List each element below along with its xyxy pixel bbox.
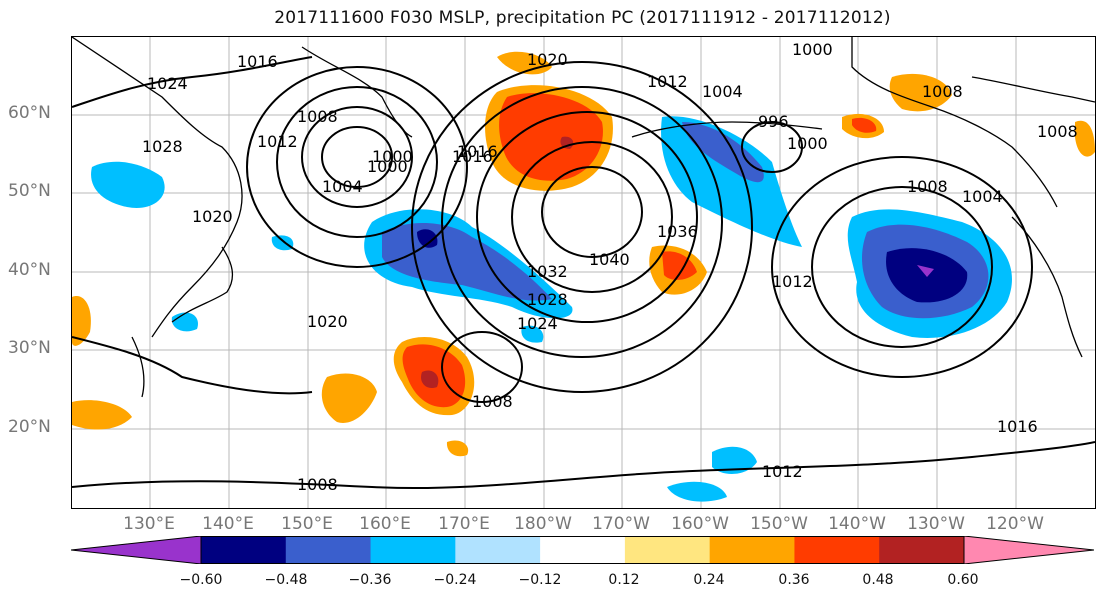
isobar-label: 1008 <box>922 82 963 101</box>
map-title: 2017111600 F030 MSLP, precipitation PC (… <box>274 8 891 28</box>
lat-label-40n: 40°N <box>8 260 51 280</box>
isobar-label: 1036 <box>657 222 698 241</box>
isobar-label: 1008 <box>472 392 513 411</box>
isobar-label: 1012 <box>647 72 688 91</box>
map-panel: 1024 1016 1028 1012 1020 1008 1000 1004 … <box>71 36 1096 509</box>
colorbar <box>71 536 1094 564</box>
isobar-label: 1000 <box>372 147 413 166</box>
colorbar-segment <box>370 536 456 564</box>
isobar-label: 1032 <box>527 262 568 281</box>
isobar-label: 996 <box>758 112 789 131</box>
lon-label-150w: 150°W <box>750 514 808 534</box>
lon-label-120w: 120°W <box>986 514 1044 534</box>
colorbar-segment <box>794 536 880 564</box>
lat-label-30n: 30°N <box>8 338 51 358</box>
isobar-label: 1020 <box>192 207 233 226</box>
colorbar-tick: 0.60 <box>947 572 979 588</box>
colorbar-segment <box>455 536 541 564</box>
lon-label-160w: 160°W <box>671 514 729 534</box>
colorbar-tick: −0.36 <box>348 572 392 588</box>
colorbar-segment <box>201 536 287 564</box>
isobar-label: 1016 <box>457 142 498 161</box>
isobar-label: 1012 <box>762 462 803 481</box>
lat-label-50n: 50°N <box>8 181 51 201</box>
isobar-label: 1000 <box>792 40 833 59</box>
isobar-label: 1008 <box>297 107 338 126</box>
colorbar-tick: 0.36 <box>778 572 810 588</box>
lon-label-150e: 150°E <box>281 514 333 534</box>
isobar-label: 1024 <box>147 74 188 93</box>
coastlines <box>72 37 1095 398</box>
colorbar-segment <box>285 536 372 564</box>
colorbar-tick: 0.24 <box>693 572 725 588</box>
lat-label-60n: 60°N <box>8 103 51 123</box>
lon-label-140e: 140°E <box>202 514 254 534</box>
isobars <box>72 56 1095 489</box>
colorbar-tick: −0.48 <box>264 572 308 588</box>
isobar-label: 1028 <box>142 137 183 156</box>
isobar-label: 1008 <box>1037 122 1078 141</box>
colorbar-tick: 0.48 <box>862 572 894 588</box>
lon-label-160e: 160°E <box>359 514 411 534</box>
isobar-label: 1000 <box>787 134 828 153</box>
map-canvas: 1024 1016 1028 1012 1020 1008 1000 1004 … <box>72 37 1095 508</box>
isobar-label: 1004 <box>702 82 743 101</box>
colorbar-tick: 0.12 <box>608 572 640 588</box>
colorbar-segment <box>709 536 795 564</box>
colorbar-outline <box>200 536 965 564</box>
colorbar-segment <box>879 536 965 564</box>
isobar-label: 1040 <box>589 250 630 269</box>
isobar-labels: 1024 1016 1028 1012 1020 1008 1000 1004 … <box>142 40 1078 494</box>
isobar-label: 1020 <box>307 312 348 331</box>
isobar-label: 1008 <box>297 475 338 494</box>
lon-label-140w: 140°W <box>828 514 886 534</box>
lon-label-180w: 180°W <box>514 514 572 534</box>
isobar-label: 1004 <box>322 177 363 196</box>
lon-label-170e: 170°E <box>438 514 490 534</box>
isobar-label: 1016 <box>452 147 493 166</box>
colorbar-segment <box>540 536 626 564</box>
isobar-label: 1016 <box>997 417 1038 436</box>
colorbar-tick: −0.12 <box>518 572 562 588</box>
isobar-label: 1024 <box>517 314 558 333</box>
colorbar-extension-low <box>71 536 202 564</box>
colorbar-tick: −0.60 <box>179 572 223 588</box>
isobar-label: 1008 <box>907 177 948 196</box>
lon-label-170w: 170°W <box>592 514 650 534</box>
isobar-label: 1012 <box>257 132 298 151</box>
lon-label-130w: 130°W <box>907 514 965 534</box>
lat-label-20n: 20°N <box>8 417 51 437</box>
isobar-label: 1028 <box>527 290 568 309</box>
isobar-label: 1016 <box>237 52 278 71</box>
isobar-label: 1000 <box>367 157 408 176</box>
lon-label-130e: 130°E <box>123 514 175 534</box>
isobar-label: 1004 <box>962 187 1003 206</box>
isobar-label: 1020 <box>527 50 568 69</box>
colorbar-tick: −0.24 <box>433 572 477 588</box>
colorbar-segment <box>624 536 711 564</box>
isobar-label: 1012 <box>772 272 813 291</box>
colorbar-segments <box>71 536 1094 564</box>
precip-negative <box>91 116 1012 502</box>
colorbar-extension-high <box>963 536 1094 564</box>
